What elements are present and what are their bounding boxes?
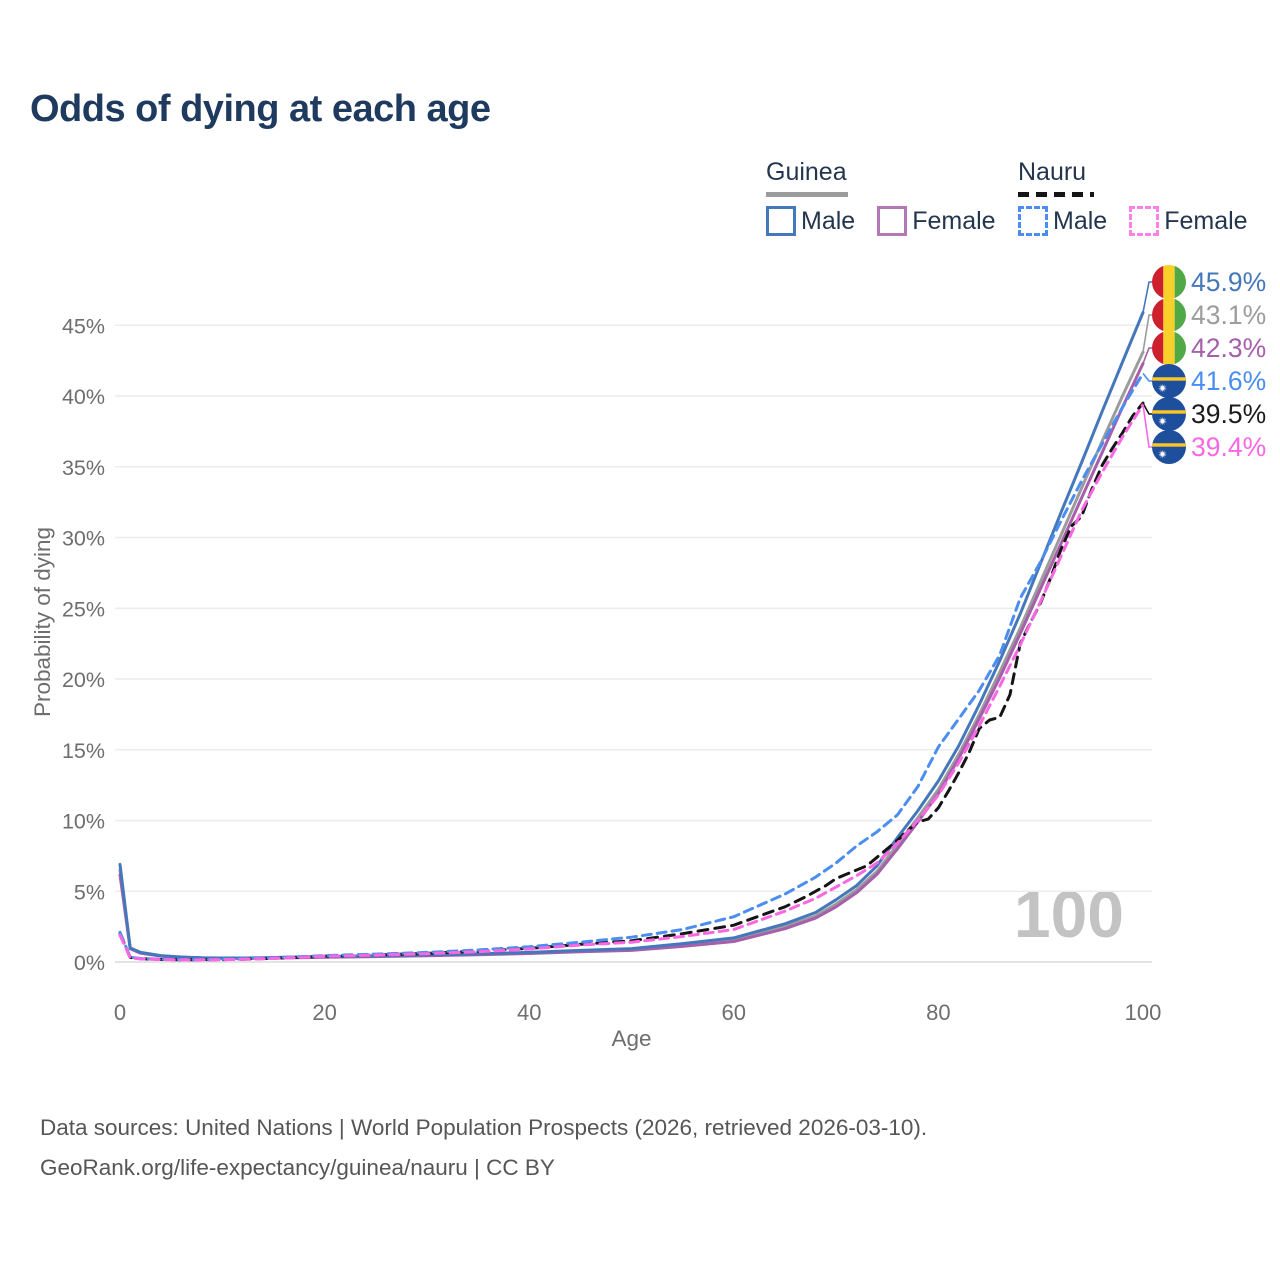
- x-axis-title: Age: [611, 1026, 651, 1051]
- legend-checkbox-guinea-male[interactable]: [766, 206, 796, 236]
- end-label-value-nauru-male: 41.6%: [1191, 366, 1266, 396]
- y-tick-label: 30%: [62, 527, 105, 551]
- end-label-guinea-male: 45.9%: [1152, 265, 1266, 299]
- x-tick-label: 40: [517, 1000, 541, 1025]
- x-tick-label: 80: [926, 1000, 950, 1025]
- legend-checkbox-nauru-female[interactable]: [1129, 206, 1160, 236]
- end-label-nauru-female: 39.4%: [1152, 430, 1266, 464]
- legend-label-nauru-female: Female: [1164, 206, 1248, 235]
- end-label-guinea-female: 42.3%: [1152, 331, 1266, 365]
- footer-attribution-line: GeoRank.org/life-expectancy/guinea/nauru…: [40, 1155, 555, 1180]
- end-label-value-guinea: 43.1%: [1191, 300, 1266, 330]
- hover-age-watermark: 100: [1013, 877, 1124, 951]
- y-tick-label: 40%: [62, 385, 105, 409]
- series-line-guinea: [118, 350, 1145, 960]
- footer-sources-line: Data sources: United Nations | World Pop…: [40, 1115, 928, 1140]
- legend-group-guinea: Guinea Male Female: [766, 158, 996, 236]
- end-label-value-nauru: 39.5%: [1191, 399, 1266, 429]
- x-tick-label: 60: [722, 1000, 746, 1025]
- legend-swatch-guinea: [766, 192, 848, 197]
- x-tick-label: 100: [1125, 1000, 1162, 1025]
- legend-header-guinea[interactable]: Guinea: [766, 158, 847, 186]
- end-label-value-nauru-female: 39.4%: [1191, 432, 1266, 462]
- y-tick-label: 10%: [62, 810, 105, 834]
- legend-checkbox-nauru-male[interactable]: [1018, 206, 1048, 236]
- series-line-nauru-female: [118, 403, 1145, 962]
- y-tick-label: 45%: [62, 314, 105, 338]
- end-label-nauru-male: 41.6%: [1152, 364, 1266, 398]
- x-tick-label: 20: [312, 1000, 336, 1025]
- legend-header-nauru[interactable]: Nauru: [1018, 158, 1087, 186]
- page-title: Odds of dying at each age: [30, 88, 491, 130]
- footer: Data sources: United Nations | World Pop…: [40, 1108, 927, 1188]
- y-axis-title: Probability of dying: [30, 527, 55, 717]
- y-tick-label: 35%: [62, 456, 105, 480]
- series-line-guinea-male: [118, 311, 1145, 960]
- y-tick-label: 15%: [62, 739, 105, 763]
- legend-label-guinea-male: Male: [801, 206, 856, 235]
- end-label-guinea: 43.1%: [1152, 298, 1266, 332]
- legend-swatch-nauru: [1018, 192, 1094, 197]
- series-line-guinea-female: [118, 362, 1145, 960]
- end-label-value-guinea-female: 42.3%: [1191, 333, 1266, 363]
- series-line-nauru-male: [118, 371, 1145, 962]
- x-tick-label: 0: [114, 1000, 126, 1025]
- y-tick-label: 20%: [62, 668, 105, 692]
- end-label-nauru: 39.5%: [1152, 397, 1266, 431]
- y-tick-label: 25%: [62, 597, 105, 621]
- y-tick-label: 5%: [74, 880, 105, 904]
- y-tick-label: 0%: [74, 951, 105, 975]
- end-label-value-guinea-male: 45.9%: [1191, 267, 1266, 297]
- legend-group-nauru: Nauru Male Female: [1018, 158, 1248, 236]
- legend-label-guinea-female: Female: [912, 206, 996, 235]
- legend-label-nauru-male: Male: [1053, 206, 1108, 235]
- chart-plot[interactable]: 0% 5% 10% 15% 20% 25% 30% 35% 40% 45% 0 20 40 60 80 100…: [0, 0, 1280, 1080]
- legend-checkbox-guinea-female[interactable]: [877, 206, 908, 236]
